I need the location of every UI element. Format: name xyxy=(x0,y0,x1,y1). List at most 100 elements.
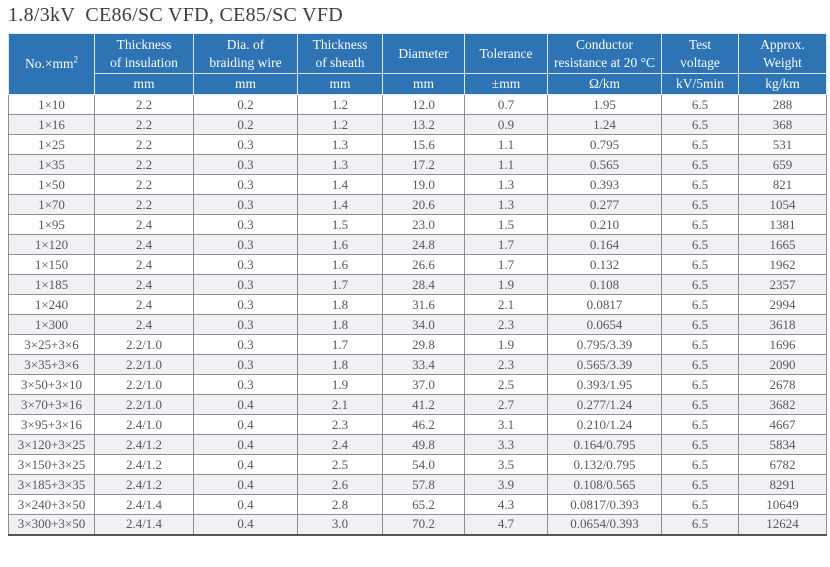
column-header-5: Tolerance xyxy=(464,33,548,74)
column-header-4: Diameter xyxy=(382,33,465,74)
data-cell: 1696 xyxy=(738,334,827,355)
data-cell: 5834 xyxy=(738,434,827,455)
unit-cell-3: mm xyxy=(297,73,383,95)
table-row: 3×70+3×16 2.2/1.0 0.4 2.1 41.2 2.7 0.277/1.24 6… xyxy=(8,394,827,415)
table-row: 1×300 2.4 0.3 1.8 34.0 2.3 0.0654 6.5 3618 xyxy=(8,314,827,335)
data-cell: 33.4 xyxy=(382,354,465,375)
column-header-label: Approx. xyxy=(760,36,805,52)
data-cell: 0.3 xyxy=(193,354,298,375)
data-cell: 0.3 xyxy=(193,194,298,215)
column-header-2: Dia. of braiding wire xyxy=(193,33,298,74)
table-row: 3×50+3×10 2.2/1.0 0.3 1.9 37.0 2.5 0.393/1.95 6… xyxy=(8,374,827,395)
data-cell: 70.2 xyxy=(382,514,465,536)
table-row: 3×300+3×50 2.4/1.4 0.4 3.0 70.2 4.7 0.0654/0.3… xyxy=(8,514,827,536)
data-cell: 1.6 xyxy=(297,234,383,255)
table-row: 1×70 2.2 0.3 1.4 20.6 1.3 0.277 6.5 1054 xyxy=(8,194,827,215)
data-cell: 1.24 xyxy=(547,114,662,135)
data-cell: 12624 xyxy=(738,514,827,536)
data-cell: 2.3 xyxy=(297,414,383,435)
row-size-cell: 3×95+3×16 xyxy=(8,414,95,435)
row-size-cell: 3×120+3×25 xyxy=(8,434,95,455)
data-cell: 2.2 xyxy=(94,134,194,155)
data-cell: 1.3 xyxy=(297,154,383,175)
table-row: 1×10 2.2 0.2 1.2 12.0 0.7 1.95 6.5 288 xyxy=(8,94,827,115)
table-row: 1×120 2.4 0.3 1.6 24.8 1.7 0.164 6.5 1665 xyxy=(8,234,827,255)
data-cell: 2.4 xyxy=(94,314,194,335)
row-size-cell: 3×25+3×6 xyxy=(8,334,95,355)
data-cell: 3.5 xyxy=(464,454,548,475)
data-cell: 1.5 xyxy=(464,214,548,235)
data-cell: 2.3 xyxy=(464,314,548,335)
data-cell: 0.3 xyxy=(193,334,298,355)
data-cell: 6.5 xyxy=(661,394,739,415)
data-cell: 6.5 xyxy=(661,414,739,435)
data-cell: 0.795/3.39 xyxy=(547,334,662,355)
data-cell: 6.5 xyxy=(661,214,739,235)
data-cell: 6.5 xyxy=(661,514,739,536)
column-header-3: Thickness of sheath xyxy=(297,33,383,74)
data-cell: 0.393 xyxy=(547,174,662,195)
unit-cell-2: mm xyxy=(193,73,298,95)
data-cell: 2.4 xyxy=(297,434,383,455)
column-header-label: of insulation xyxy=(110,54,178,70)
unit-cell-7: kV/5min xyxy=(661,73,739,95)
data-cell: 1.4 xyxy=(297,194,383,215)
data-cell: 2.2 xyxy=(94,194,194,215)
page-title: 1.8/3kV CE86/SC VFD, CE85/SC VFD xyxy=(8,4,343,26)
data-cell: 8291 xyxy=(738,474,827,495)
data-cell: 24.8 xyxy=(382,234,465,255)
data-cell: 0.393/1.95 xyxy=(547,374,662,395)
data-cell: 2.4/1.2 xyxy=(94,454,194,475)
unit-cell-1: mm xyxy=(94,73,194,95)
data-cell: 1.4 xyxy=(297,174,383,195)
data-cell: 6.5 xyxy=(661,314,739,335)
unit-cell-5: ±mm xyxy=(464,73,548,95)
column-header-label: Conductor xyxy=(576,36,633,52)
data-cell: 0.3 xyxy=(193,214,298,235)
data-cell: 2.1 xyxy=(297,394,383,415)
table-row: 1×150 2.4 0.3 1.6 26.6 1.7 0.132 6.5 1962 xyxy=(8,254,827,275)
row-size-cell: 3×50+3×10 xyxy=(8,374,95,395)
data-cell: 2.2/1.0 xyxy=(94,394,194,415)
data-cell: 2.3 xyxy=(464,354,548,375)
column-header-label: Thickness xyxy=(116,36,172,52)
data-cell: 2.2/1.0 xyxy=(94,374,194,395)
data-cell: 2.4/1.4 xyxy=(94,514,194,536)
data-cell: 17.2 xyxy=(382,154,465,175)
data-cell: 1.8 xyxy=(297,314,383,335)
unit-cell-4: mm xyxy=(382,73,465,95)
table-row: 1×240 2.4 0.3 1.8 31.6 2.1 0.0817 6.5 2994 xyxy=(8,294,827,315)
data-cell: 0.3 xyxy=(193,234,298,255)
data-cell: 6.5 xyxy=(661,374,739,395)
data-cell: 2.8 xyxy=(297,494,383,515)
data-cell: 2.4/1.2 xyxy=(94,474,194,495)
column-header-label: braiding wire xyxy=(209,54,282,70)
column-header-label: resistance at 20 °C xyxy=(554,54,655,70)
data-cell: 0.0654/0.393 xyxy=(547,514,662,536)
data-cell: 1.5 xyxy=(297,214,383,235)
data-cell: 31.6 xyxy=(382,294,465,315)
data-cell: 2.1 xyxy=(464,294,548,315)
data-cell: 6.5 xyxy=(661,494,739,515)
data-cell: 0.3 xyxy=(193,314,298,335)
data-cell: 0.4 xyxy=(193,414,298,435)
data-cell: 4.3 xyxy=(464,494,548,515)
data-cell: 0.4 xyxy=(193,514,298,536)
data-cell: 6.5 xyxy=(661,194,739,215)
data-cell: 2994 xyxy=(738,294,827,315)
data-cell: 1962 xyxy=(738,254,827,275)
column-header-1: Thickness of insulation xyxy=(94,33,194,74)
unit-cell-6: Ω/km xyxy=(547,73,662,95)
data-cell: 1.9 xyxy=(464,274,548,295)
data-cell: 1.7 xyxy=(464,254,548,275)
data-cell: 6.5 xyxy=(661,294,739,315)
data-cell: 0.210/1.24 xyxy=(547,414,662,435)
data-cell: 6.5 xyxy=(661,234,739,255)
data-cell: 2.2 xyxy=(94,94,194,115)
superscript: 2 xyxy=(73,54,79,65)
data-cell: 659 xyxy=(738,154,827,175)
data-cell: 3618 xyxy=(738,314,827,335)
data-cell: 1.1 xyxy=(464,134,548,155)
data-cell: 1.8 xyxy=(297,294,383,315)
data-cell: 821 xyxy=(738,174,827,195)
